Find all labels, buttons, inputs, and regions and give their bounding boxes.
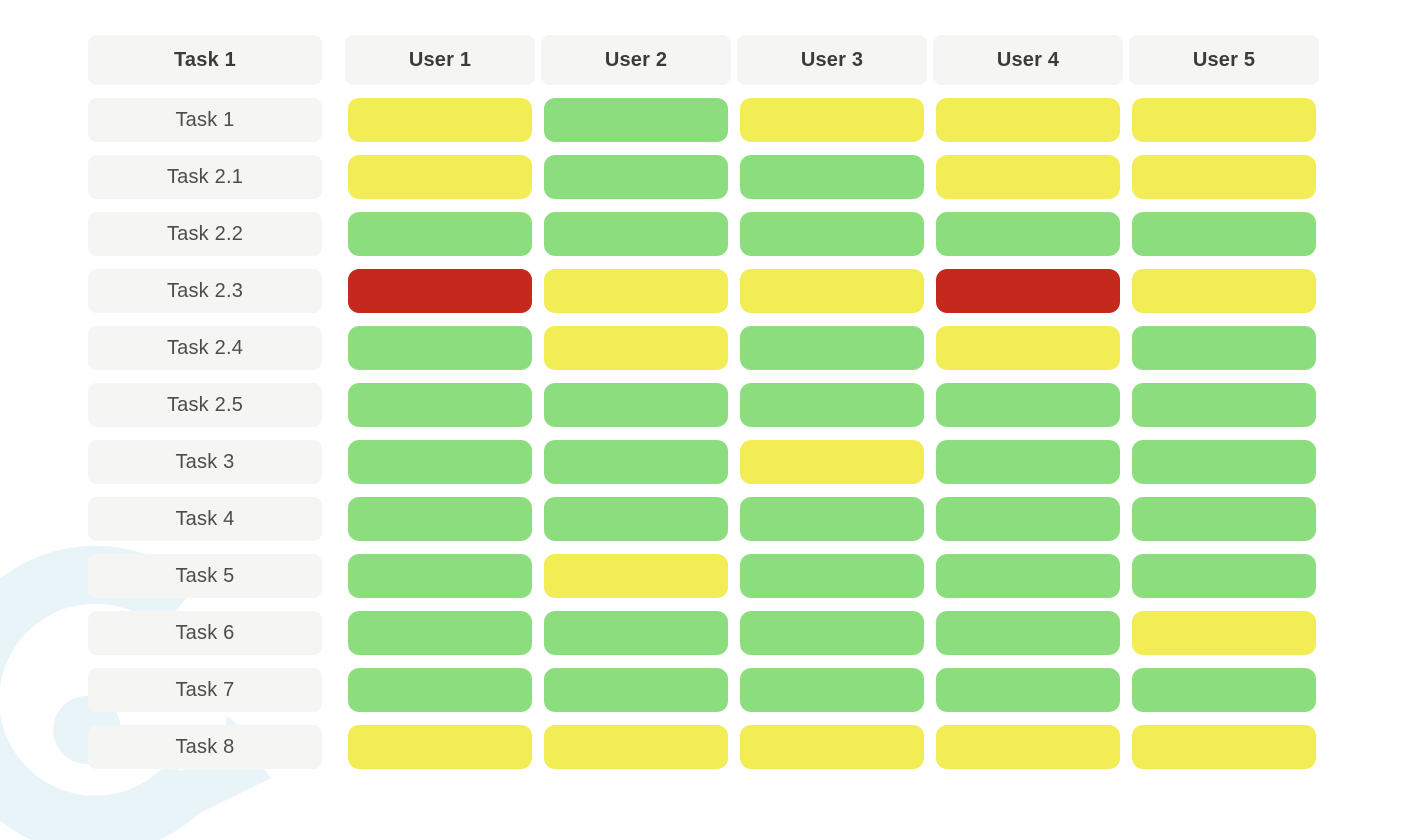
- status-cell: [1132, 497, 1316, 541]
- status-cell: [348, 326, 532, 370]
- status-cell: [348, 212, 532, 256]
- column-header-user-4: User 4: [933, 35, 1123, 85]
- matrix-grid: Task 1 User 1 User 2 User 3 User 4 User 5 Tas…: [88, 35, 1319, 769]
- status-cell: [740, 269, 924, 313]
- status-cell: [348, 440, 532, 484]
- corner-header: Task 1: [88, 35, 322, 85]
- status-cell: [544, 668, 728, 712]
- status-cell: [544, 440, 728, 484]
- task-row-label: Task 2.3: [88, 269, 322, 313]
- status-cell: [1132, 383, 1316, 427]
- task-row-label: Task 6: [88, 611, 322, 655]
- status-cell: [740, 554, 924, 598]
- status-cell: [544, 269, 728, 313]
- status-cell: [740, 155, 924, 199]
- task-row-label: Task 3: [88, 440, 322, 484]
- column-header-user-5: User 5: [1129, 35, 1319, 85]
- status-cell: [348, 497, 532, 541]
- column-header-user-3: User 3: [737, 35, 927, 85]
- task-row-label: Task 1: [88, 98, 322, 142]
- status-cell: [1132, 611, 1316, 655]
- task-row-label: Task 2.4: [88, 326, 322, 370]
- status-cell: [1132, 440, 1316, 484]
- status-cell: [936, 440, 1120, 484]
- status-cell: [936, 326, 1120, 370]
- status-cell: [348, 554, 532, 598]
- status-cell: [348, 668, 532, 712]
- status-cell: [1132, 212, 1316, 256]
- status-cell: [348, 611, 532, 655]
- status-cell: [348, 98, 532, 142]
- status-cell: [936, 98, 1120, 142]
- status-cell: [348, 383, 532, 427]
- status-cell: [740, 383, 924, 427]
- status-cell: [544, 383, 728, 427]
- status-cell: [348, 269, 532, 313]
- status-cell: [1132, 98, 1316, 142]
- status-cell: [544, 98, 728, 142]
- status-cell: [740, 326, 924, 370]
- status-cell: [1132, 269, 1316, 313]
- task-row-label: Task 4: [88, 497, 322, 541]
- status-cell: [740, 98, 924, 142]
- status-cell: [936, 383, 1120, 427]
- status-cell: [1132, 326, 1316, 370]
- status-cell: [544, 155, 728, 199]
- status-cell: [936, 668, 1120, 712]
- status-cell: [740, 212, 924, 256]
- status-cell: [348, 155, 532, 199]
- status-cell: [936, 554, 1120, 598]
- status-cell: [936, 611, 1120, 655]
- status-cell: [740, 725, 924, 769]
- status-cell: [348, 725, 532, 769]
- task-row-label: Task 2.1: [88, 155, 322, 199]
- task-row-label: Task 8: [88, 725, 322, 769]
- status-cell: [936, 155, 1120, 199]
- status-cell: [544, 497, 728, 541]
- status-cell: [740, 440, 924, 484]
- status-cell: [1132, 725, 1316, 769]
- status-cell: [740, 668, 924, 712]
- status-cell: [1132, 155, 1316, 199]
- task-row-label: Task 2.5: [88, 383, 322, 427]
- task-row-label: Task 5: [88, 554, 322, 598]
- status-cell: [544, 326, 728, 370]
- status-cell: [936, 497, 1120, 541]
- status-cell: [544, 554, 728, 598]
- task-row-label: Task 2.2: [88, 212, 322, 256]
- status-cell: [544, 611, 728, 655]
- status-cell: [544, 725, 728, 769]
- status-cell: [740, 497, 924, 541]
- status-cell: [936, 269, 1120, 313]
- status-cell: [936, 212, 1120, 256]
- status-cell: [544, 212, 728, 256]
- status-cell: [936, 725, 1120, 769]
- status-cell: [1132, 554, 1316, 598]
- task-row-label: Task 7: [88, 668, 322, 712]
- status-cell: [740, 611, 924, 655]
- column-header-user-2: User 2: [541, 35, 731, 85]
- status-cell: [1132, 668, 1316, 712]
- column-header-user-1: User 1: [345, 35, 535, 85]
